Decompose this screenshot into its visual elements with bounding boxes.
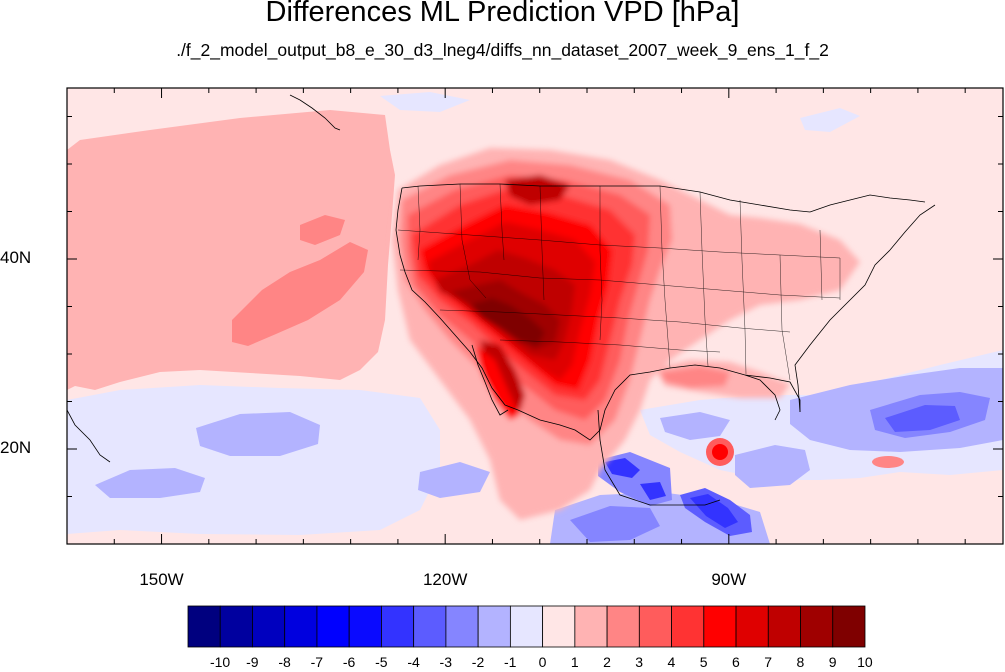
field-layer bbox=[67, 88, 1003, 544]
field-pacific-positive-3 bbox=[232, 242, 368, 346]
colorbar-label: 5 bbox=[699, 654, 708, 670]
field-pacific-positive bbox=[67, 110, 395, 390]
axis-ticks bbox=[67, 88, 1003, 544]
field-mexico-negative-5b bbox=[640, 482, 666, 500]
lon-label: 150W bbox=[139, 570, 184, 589]
state-borders bbox=[397, 183, 841, 381]
colorbar-label: 7 bbox=[764, 654, 773, 670]
map-title: Differences ML Prediction VPD [hPa] bbox=[265, 0, 740, 28]
field-central-america-negative-5 bbox=[690, 494, 738, 528]
lat-label: 40N bbox=[0, 248, 32, 267]
colorbar-label: -8 bbox=[278, 654, 291, 670]
field-gulf-south-negative bbox=[660, 412, 730, 440]
colorbar-swatch bbox=[445, 605, 479, 648]
colorbar-swatch bbox=[219, 605, 253, 648]
colorbar-swatch bbox=[638, 605, 672, 648]
field-pacific-negative-2a bbox=[95, 468, 205, 498]
colorbar-swatch bbox=[316, 605, 350, 648]
field-atlantic-negative-4 bbox=[885, 405, 960, 432]
colorbar-label: -4 bbox=[407, 654, 420, 670]
colorbar-label: 8 bbox=[796, 654, 805, 670]
lon-label: 120W bbox=[422, 570, 468, 589]
colorbar-label: -5 bbox=[375, 654, 388, 670]
colorbar-label: 2 bbox=[603, 654, 611, 670]
colorbar-label: -10 bbox=[209, 654, 231, 670]
colorbar-swatch bbox=[542, 605, 576, 648]
lat-label: 20N bbox=[0, 438, 32, 457]
colorbar-swatch bbox=[348, 605, 382, 648]
colorbar-swatch bbox=[187, 605, 221, 648]
coastlines bbox=[67, 94, 936, 506]
colorbar bbox=[187, 605, 866, 648]
colorbar-swatch bbox=[252, 605, 286, 648]
colorbar-swatch bbox=[509, 605, 544, 648]
colorbar-label: -9 bbox=[246, 654, 259, 670]
colorbar-label: 10 bbox=[857, 654, 873, 670]
colorbar-swatch bbox=[735, 605, 769, 648]
colorbar-label: 6 bbox=[732, 654, 740, 670]
map-frame bbox=[66, 87, 1004, 545]
colorbar-label: 9 bbox=[828, 654, 837, 670]
field-atlantic-positive bbox=[872, 456, 904, 468]
colorbar-swatch bbox=[703, 605, 737, 648]
field-pacific-negative-2b bbox=[196, 412, 320, 456]
field-continental-anomaly bbox=[392, 148, 860, 520]
field-caribbean-negative-2 bbox=[735, 445, 810, 488]
field-southern-negative-3 bbox=[570, 506, 660, 542]
field-north-negative bbox=[380, 92, 470, 112]
field-pacific-positive-3b bbox=[300, 215, 345, 245]
field-north-negative-b bbox=[800, 108, 860, 132]
colorbar-label: 4 bbox=[667, 654, 676, 670]
map-subtitle: ./f_2_model_output_b8_e_30_d3_lneg4/diff… bbox=[176, 40, 829, 60]
colorbar-swatch bbox=[800, 605, 834, 648]
colorbar-swatch bbox=[413, 605, 447, 648]
colorbar-swatch bbox=[381, 605, 415, 648]
colorbar-swatch bbox=[477, 605, 511, 648]
colorbar-label: -7 bbox=[310, 654, 324, 670]
field-mexico-negative-5 bbox=[605, 458, 640, 478]
lon-label: 90W bbox=[711, 570, 747, 589]
colorbar-swatch bbox=[832, 605, 866, 648]
colorbar-swatch bbox=[671, 605, 705, 648]
colorbar-label: -6 bbox=[342, 654, 356, 670]
colorbar-swatch bbox=[574, 605, 608, 648]
field-caribbean-positive-core bbox=[712, 444, 728, 460]
colorbar-label: 3 bbox=[635, 654, 644, 670]
field-pacific-negative bbox=[67, 385, 440, 535]
colorbar-swatch bbox=[284, 605, 318, 648]
colorbar-swatch bbox=[767, 605, 801, 648]
colorbar-label: -1 bbox=[504, 654, 517, 670]
field-pacific-negative-2c bbox=[418, 462, 490, 498]
colorbar-label: -3 bbox=[439, 654, 452, 670]
colorbar-label: 1 bbox=[570, 654, 579, 670]
colorbar-swatch bbox=[606, 605, 640, 648]
colorbar-label: -2 bbox=[471, 654, 485, 670]
colorbar-label: 0 bbox=[538, 654, 547, 670]
